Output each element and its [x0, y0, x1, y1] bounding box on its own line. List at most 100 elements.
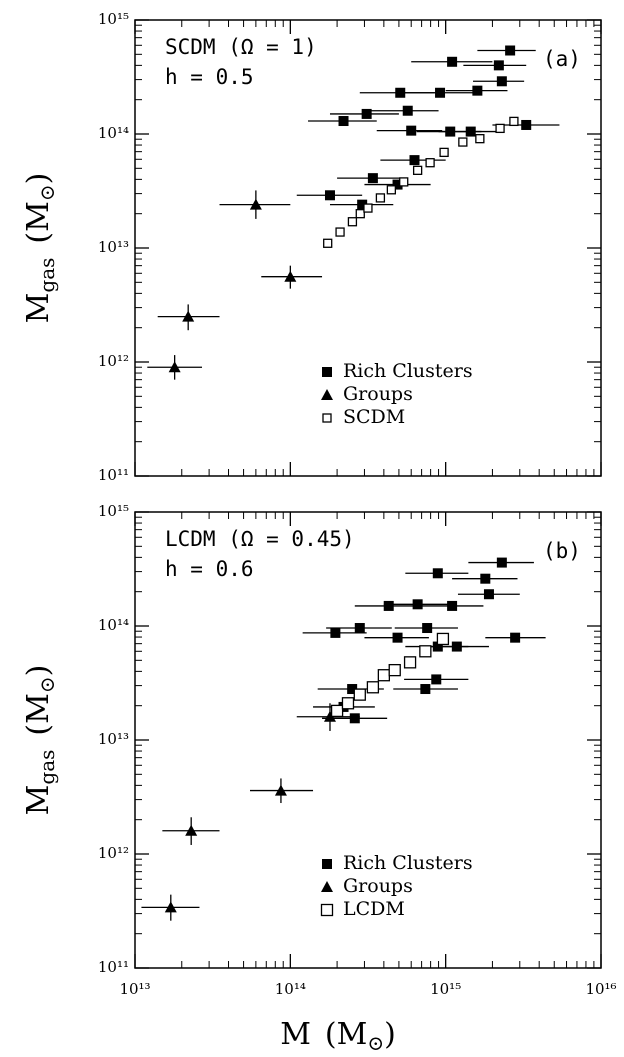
legend-label: Groups	[343, 383, 413, 405]
marker-square	[338, 116, 349, 127]
panel-letter: (a)	[543, 47, 581, 71]
legend-marker	[320, 903, 334, 917]
marker-square	[354, 623, 365, 634]
x-axis-label-part: )	[384, 1017, 396, 1052]
x-tick-label: 10¹⁴	[275, 980, 306, 998]
marker-square	[349, 713, 360, 724]
marker-square	[412, 599, 423, 610]
marker-square	[496, 76, 507, 87]
marker-open-square	[388, 663, 401, 677]
marker-open-square	[399, 177, 409, 187]
marker-square	[367, 173, 378, 184]
x-tick-label: 10¹⁶	[585, 980, 616, 998]
y-tick-label: 10¹¹	[98, 466, 129, 484]
marker-open-square	[412, 165, 423, 175]
marker-open-square	[323, 238, 333, 248]
y-axis-label-part: gas	[35, 258, 59, 293]
marker-square	[447, 600, 458, 611]
panel-h: h = 0.6	[165, 557, 254, 581]
y-tick-label: 10¹⁵	[98, 10, 129, 28]
marker-open-square	[366, 681, 380, 694]
marker-open-square	[509, 116, 519, 127]
marker-open-square	[377, 669, 391, 682]
marker-square	[409, 155, 420, 166]
y-axis-label-part: (M	[21, 693, 56, 735]
legend-label: Rich Clusters	[343, 852, 473, 874]
marker-open-square	[363, 203, 373, 213]
marker-square	[447, 56, 458, 67]
y-axis-label-part: M	[21, 293, 56, 324]
marker-open-square	[419, 645, 432, 658]
legend-marker	[322, 859, 332, 869]
y-axis-label-part: (M	[21, 201, 56, 243]
y-axis-label-part: )	[21, 173, 56, 185]
marker-triangle	[323, 710, 336, 722]
marker-square	[422, 623, 433, 634]
marker-square	[383, 600, 394, 611]
marker-square	[402, 105, 413, 116]
marker-open-square	[403, 656, 417, 669]
y-tick-label: 10¹⁴	[98, 124, 129, 142]
legend-marker	[321, 389, 333, 400]
marker-square	[324, 190, 335, 201]
marker-open-square	[353, 688, 366, 701]
marker-open-square	[475, 134, 485, 144]
y-axis-label-part: )	[21, 665, 56, 677]
marker-open-square	[436, 632, 450, 646]
x-axis-label-part: (M	[325, 1017, 367, 1052]
marker-triangle	[284, 270, 297, 282]
marker-square	[392, 632, 403, 643]
legend-label: SCDM	[343, 406, 405, 428]
marker-square	[505, 45, 516, 56]
y-axis-label: Mgas (M⊙)	[21, 665, 59, 816]
marker-open-square	[341, 697, 355, 710]
panel-model: SCDM (Ω = 1)	[165, 35, 317, 59]
marker-square	[483, 589, 494, 600]
marker-square	[420, 684, 431, 695]
marker-triangle	[164, 901, 177, 913]
marker-open-square	[347, 217, 358, 227]
marker-triangle	[274, 784, 287, 796]
legend-marker	[322, 413, 332, 423]
x-axis-label-part: M	[280, 1017, 311, 1052]
marker-square	[406, 125, 417, 136]
marker-triangle	[249, 198, 262, 210]
y-tick-label: 10¹⁴	[98, 616, 129, 634]
marker-open-square	[425, 158, 435, 168]
marker-open-square	[330, 704, 344, 718]
marker-square	[510, 632, 521, 643]
y-axis-label-part: ⊙	[35, 676, 59, 693]
marker-open-square	[335, 227, 345, 237]
marker-triangle	[185, 824, 198, 836]
marker-open-square	[439, 147, 449, 158]
marker-open-square	[458, 137, 468, 147]
legend-label: Rich Clusters	[343, 360, 473, 382]
marker-open-square	[375, 193, 386, 203]
marker-square	[465, 126, 476, 137]
y-tick-label: 10¹¹	[98, 958, 129, 976]
y-tick-label: 10¹³	[98, 730, 129, 748]
marker-open-square	[495, 123, 505, 134]
x-axis-label: M (M⊙)	[280, 1017, 396, 1055]
y-axis-label: Mgas (M⊙)	[21, 173, 59, 324]
marker-triangle	[182, 310, 195, 322]
legend-marker	[322, 367, 332, 377]
panel-letter: (b)	[543, 539, 581, 563]
marker-square	[496, 557, 507, 568]
legend-label: Groups	[343, 875, 413, 897]
marker-open-square	[386, 185, 396, 195]
y-tick-label: 10¹²	[98, 844, 129, 862]
marker-square	[432, 568, 443, 579]
marker-square	[431, 674, 442, 685]
y-tick-label: 10¹³	[98, 238, 129, 256]
x-tick-label: 10¹⁵	[430, 980, 461, 998]
marker-square	[330, 627, 341, 638]
y-tick-label: 10¹²	[98, 352, 129, 370]
panel-model: LCDM (Ω = 0.45)	[165, 527, 355, 551]
y-axis-label-part: gas	[35, 750, 59, 785]
y-axis-label-part: M	[21, 785, 56, 816]
legend-label: LCDM	[343, 898, 405, 920]
marker-square	[435, 87, 446, 98]
